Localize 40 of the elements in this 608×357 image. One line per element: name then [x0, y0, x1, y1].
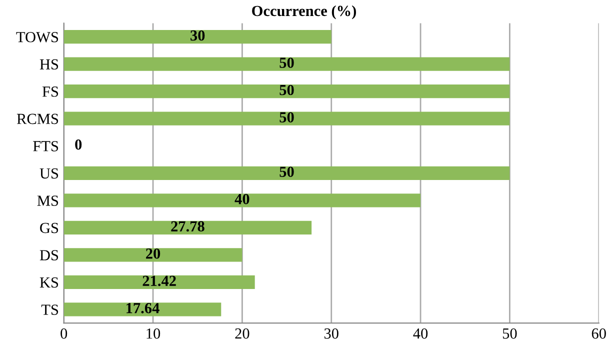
bar [64, 248, 242, 262]
bar [64, 302, 222, 316]
x-tick-label: 60 [592, 328, 606, 339]
x-tick-label: 10 [146, 328, 160, 339]
bar [64, 30, 332, 44]
data-label: 50 [280, 84, 294, 96]
y-tick-label: RCMS [16, 114, 58, 124]
x-tick-label: 0 [60, 328, 68, 339]
x-tick-label: 40 [413, 328, 428, 339]
x-tick-label: 50 [502, 328, 517, 339]
bar [64, 84, 510, 98]
bar [64, 166, 510, 180]
y-tick-label: KS [40, 277, 58, 288]
y-tick-label: TS [41, 304, 58, 315]
y-tick-label: DS [40, 250, 58, 260]
data-label: 17.64 [126, 303, 160, 314]
y-tick-label: GS [40, 222, 58, 234]
bar [64, 275, 255, 290]
y-tick-label: US [40, 168, 58, 179]
bar [64, 57, 510, 71]
x-tick-label: 20 [235, 328, 250, 339]
bar [64, 220, 312, 234]
y-tick-label: FTS [33, 141, 58, 152]
data-label: 20 [146, 248, 160, 259]
data-label: 50 [280, 112, 294, 122]
data-label: 40 [234, 194, 250, 204]
y-tick-label: HS [40, 59, 58, 70]
data-label: 21.42 [142, 276, 176, 286]
data-label: 50 [280, 58, 294, 68]
y-tick-label: FS [42, 86, 58, 97]
bar [64, 194, 421, 208]
data-label: 0 [75, 139, 82, 150]
y-tick-label: TOWS [16, 32, 58, 42]
y-tick-label: MS [37, 196, 58, 206]
bar [64, 112, 510, 126]
data-label: 30 [190, 30, 205, 41]
x-tick-label: 30 [324, 328, 338, 339]
chart-title: Occurrence (%) [252, 5, 356, 20]
data-label: 50 [280, 166, 294, 177]
data-label: 27.78 [171, 221, 204, 232]
